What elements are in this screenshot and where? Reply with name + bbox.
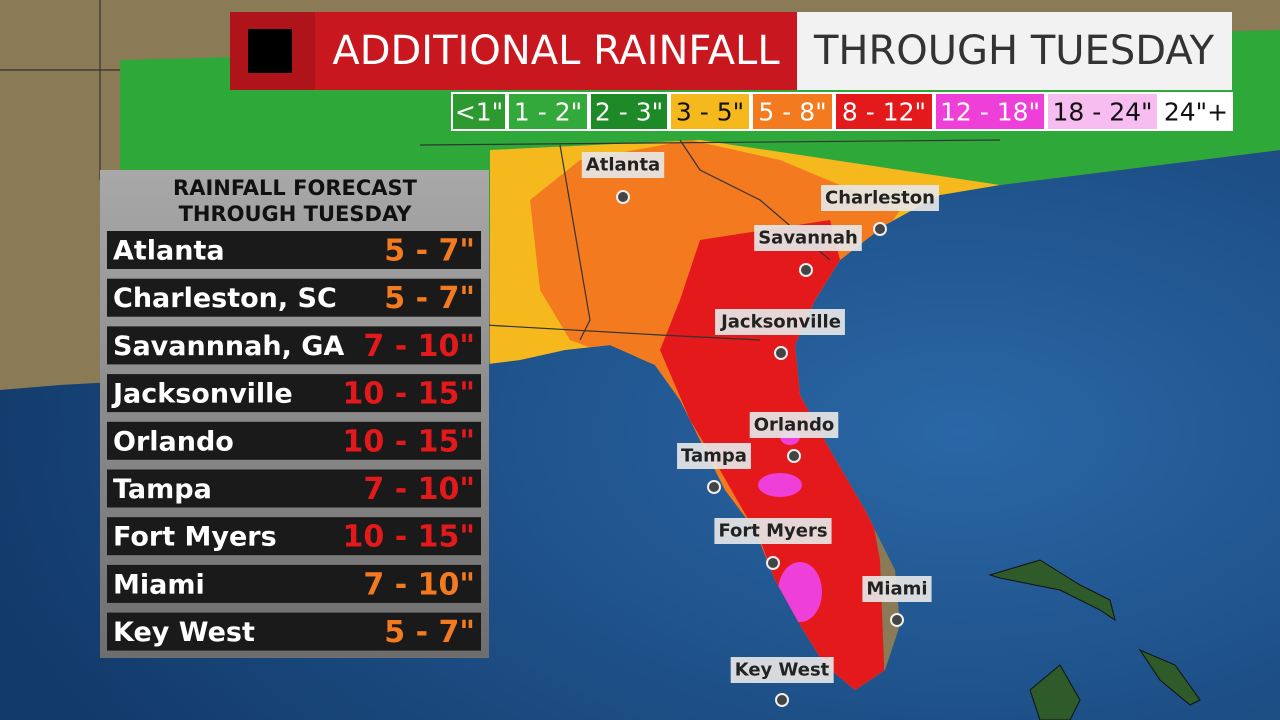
city-dot <box>890 613 904 627</box>
row-city: Orlando <box>113 426 234 457</box>
row-city: Tampa <box>113 474 212 505</box>
row-range: 10 - 15" <box>343 424 475 459</box>
legend-label: 12 - 18" <box>940 98 1040 127</box>
row-range: 5 - 7" <box>384 615 475 650</box>
row-range: 10 - 15" <box>343 377 475 412</box>
row-city: Charleston, SC <box>113 283 337 314</box>
city-dot <box>799 263 813 277</box>
legend-swatch <box>1159 92 1233 131</box>
legend-swatch <box>834 92 934 131</box>
row-bar <box>107 374 481 413</box>
legend-label: 3 - 5" <box>676 98 744 127</box>
city-label: Orlando <box>754 415 835 436</box>
row-bar <box>107 326 481 365</box>
city-dot <box>707 480 721 494</box>
row-city: Fort Myers <box>113 522 277 553</box>
city-dot <box>873 222 887 236</box>
islands <box>988 559 1201 720</box>
subtitle: THROUGH TUESDAY <box>813 28 1215 74</box>
row-city: Jacksonville <box>111 379 293 410</box>
row-range: 5 - 7" <box>384 281 475 316</box>
legend-swatch <box>451 92 507 131</box>
forecast-rows: Atlanta 5 - 7" Charleston, SC 5 - 7" Savannn… <box>107 231 481 651</box>
legend: <1" 1 - 2" 2 - 3" 3 - 5" 5 - 8" 8 - 12" 12 - 1… <box>451 92 1233 131</box>
city-label-box <box>749 412 839 438</box>
city-label: Fort Myers <box>718 521 827 542</box>
legend-swatch <box>1046 92 1159 131</box>
city-label-box <box>754 225 862 251</box>
row-city: Key West <box>113 617 255 648</box>
row-range: 7 - 10" <box>363 567 475 602</box>
row-city: Atlanta <box>113 236 225 267</box>
rain-pink <box>758 473 802 497</box>
city-label-box <box>714 518 832 544</box>
city-label: Tampa <box>681 446 747 467</box>
row-bar <box>107 278 481 317</box>
city-dot <box>774 346 788 360</box>
city-label: Jacksonville <box>719 312 841 333</box>
legend-swatch <box>669 92 751 131</box>
city-label-box <box>715 309 845 335</box>
legend-swatch <box>589 92 669 131</box>
logo <box>248 29 292 73</box>
legend-label: 1 - 2" <box>514 98 582 127</box>
row-bar <box>107 612 481 651</box>
panel-title: RAINFALL FORECAST <box>173 176 418 200</box>
city-label-box <box>862 576 932 602</box>
city-dot <box>766 556 780 570</box>
row-range: 10 - 15" <box>343 520 475 555</box>
legend-label: 24"+ <box>1164 98 1228 127</box>
city-label: Miami <box>866 579 927 600</box>
city-label-box <box>821 185 939 211</box>
city-label: Atlanta <box>586 155 660 176</box>
title-box <box>315 12 797 90</box>
legend-swatch <box>507 92 589 131</box>
row-bar <box>107 517 481 556</box>
panel-title: THROUGH TUESDAY <box>179 202 413 226</box>
subtitle-box <box>797 12 1232 90</box>
legend-label: 5 - 8" <box>758 98 826 127</box>
city-label: Key West <box>735 660 830 681</box>
row-bar <box>107 421 481 460</box>
city-dot <box>787 449 801 463</box>
legend-swatch <box>934 92 1046 131</box>
city-label: Savannah <box>758 228 858 249</box>
city-label: Charleston <box>825 188 935 209</box>
legend-label: <1" <box>455 98 503 127</box>
row-range: 7 - 10" <box>363 472 475 507</box>
city-label-box <box>677 443 751 469</box>
row-bar <box>107 231 481 269</box>
row-bar <box>107 469 481 508</box>
legend-label: 18 - 24" <box>1052 98 1152 127</box>
city-label-box <box>730 657 834 683</box>
row-bar <box>107 564 481 603</box>
title: ADDITIONAL RAINFALL <box>332 28 780 74</box>
city-markers: Atlanta Charleston Savannah Jacksonville Orl… <box>581 152 939 707</box>
city-label-box <box>581 152 665 178</box>
city-dot <box>775 693 789 707</box>
legend-label: 8 - 12" <box>842 98 926 127</box>
row-city: Miami <box>113 569 205 600</box>
row-city: Savannnah, GA <box>113 331 344 362</box>
city-dot <box>616 190 630 204</box>
row-range: 7 - 10" <box>363 329 475 364</box>
legend-label: 2 - 3" <box>595 98 663 127</box>
row-range: 5 - 7" <box>384 234 475 269</box>
legend-swatch <box>751 92 834 131</box>
